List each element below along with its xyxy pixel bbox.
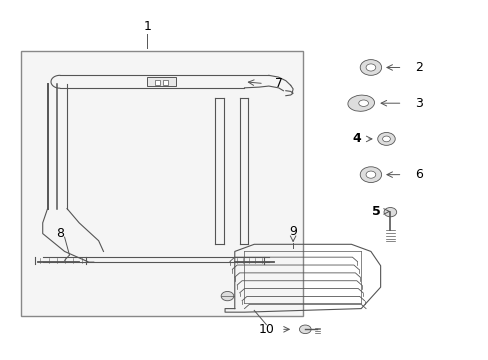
Text: 4: 4 [352, 132, 361, 145]
Bar [155, 80, 160, 85]
Text: 8: 8 [56, 227, 63, 240]
Text: 3: 3 [414, 97, 422, 110]
Text: 10: 10 [258, 323, 274, 336]
Text: 9: 9 [288, 225, 296, 238]
Text: 6: 6 [414, 168, 422, 181]
Text: 1: 1 [143, 20, 151, 33]
Bar [21, 51, 302, 316]
Circle shape [360, 60, 381, 75]
Ellipse shape [358, 100, 368, 107]
Bar [163, 80, 168, 85]
Circle shape [382, 136, 389, 142]
Circle shape [366, 171, 375, 178]
Circle shape [299, 325, 310, 334]
Circle shape [360, 167, 381, 183]
Circle shape [383, 207, 396, 217]
Circle shape [221, 292, 233, 301]
Bar [147, 77, 176, 86]
Ellipse shape [347, 95, 374, 111]
Circle shape [366, 64, 375, 71]
Text: 7: 7 [274, 77, 282, 90]
Text: 2: 2 [414, 61, 422, 74]
Circle shape [377, 132, 394, 145]
Text: 5: 5 [371, 205, 380, 218]
